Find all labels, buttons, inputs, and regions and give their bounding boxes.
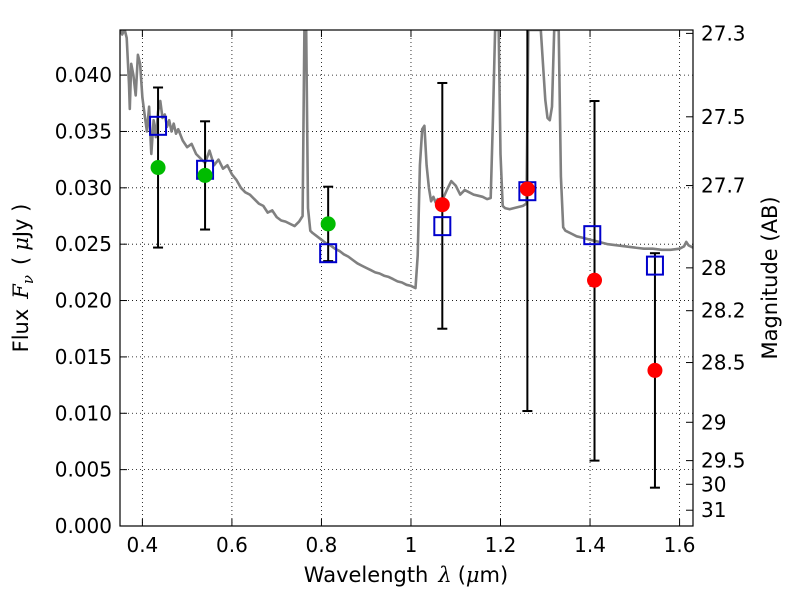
error-bars	[153, 30, 660, 489]
nir-data-point	[587, 272, 603, 288]
model-box-marker	[645, 255, 664, 276]
y-tick-label: 0.040	[55, 63, 112, 87]
x-axis-label-word: Wavelength	[304, 563, 429, 587]
y-axis-ticks: 0.000 0.005 0.010 0.015 0.020 0.025 0.030 0.035…	[55, 63, 127, 538]
plot-frame	[119, 29, 694, 527]
model-box-marker	[433, 216, 452, 237]
optical-data-point	[197, 167, 213, 183]
error-bar	[522, 30, 533, 413]
y2-tick-label: 28	[701, 256, 726, 280]
model-box-marker	[583, 225, 602, 246]
model-box-markers	[149, 115, 664, 276]
x-tick-label: 1	[405, 533, 418, 557]
y-axis-label-unit-rest: Jy )	[9, 204, 33, 240]
x-axis-label: Wavelength λ (μm)	[304, 563, 508, 587]
y-tick-label: 0.010	[55, 401, 112, 425]
y2-tick-label: 27.7	[701, 174, 746, 198]
x-tick-label: 1.6	[664, 533, 696, 557]
y-tick-label: 0.025	[55, 232, 112, 256]
y-tick-label: 0.030	[55, 176, 112, 200]
nir-data-point	[519, 181, 535, 197]
y2-tick-label: 29	[701, 410, 726, 434]
nir-data-point	[434, 197, 450, 213]
y2-tick-label: 27.3	[701, 21, 746, 45]
x-tick-label: 0.4	[126, 533, 158, 557]
model-box-marker	[319, 243, 338, 264]
y-axis-label-symbol: F	[9, 283, 33, 300]
y-axis-label: Flux Fν ( μJy )	[9, 204, 37, 353]
x-tick-label: 0.8	[306, 533, 338, 557]
y-tick-label: 0.015	[55, 345, 112, 369]
x-axis-label-unit-open: (	[458, 563, 466, 587]
x-tick-label: 1.4	[574, 533, 606, 557]
y2-axis-label: Magnitude (AB)	[758, 196, 782, 359]
model-spectrum	[120, 30, 693, 290]
grid	[120, 30, 693, 527]
x-axis-label-symbol: λ	[437, 563, 451, 587]
y2-tick-label: 29.5	[701, 449, 746, 473]
x-tick-label: 1.2	[485, 533, 517, 557]
nir-data-point	[647, 362, 663, 378]
optical-data-point	[150, 160, 166, 176]
x-axis-ticks: 0.4 0.6 0.8 1 1.2 1.4 1.6	[126, 30, 695, 557]
optical-data-point	[320, 216, 336, 232]
y-axis-label-unit-mu: μ	[9, 237, 33, 251]
y-tick-label: 0.035	[55, 119, 112, 143]
y2-tick-label: 28.5	[701, 351, 746, 375]
data-points	[150, 160, 663, 378]
y-tick-label: 0.020	[55, 289, 112, 313]
y2-tick-label: 31	[701, 498, 726, 522]
y-tick-label: 0.005	[55, 458, 112, 482]
y-axis-label-unit-open: (	[9, 257, 33, 265]
spectrum-line	[120, 30, 693, 290]
x-axis-label-unit-rest: m)	[480, 563, 509, 587]
x-axis-label-unit-mu: μ	[466, 563, 480, 587]
y2-tick-label: 30	[701, 472, 726, 496]
y2-tick-label: 28.2	[701, 299, 746, 323]
x-tick-label: 0.6	[216, 533, 248, 557]
model-box-marker	[149, 115, 168, 136]
y-tick-label: 0.000	[55, 514, 112, 538]
y-axis-label-subscript: ν	[19, 275, 37, 284]
y2-tick-label: 27.5	[701, 105, 746, 129]
y-axis-label-word: Flux	[9, 309, 33, 353]
